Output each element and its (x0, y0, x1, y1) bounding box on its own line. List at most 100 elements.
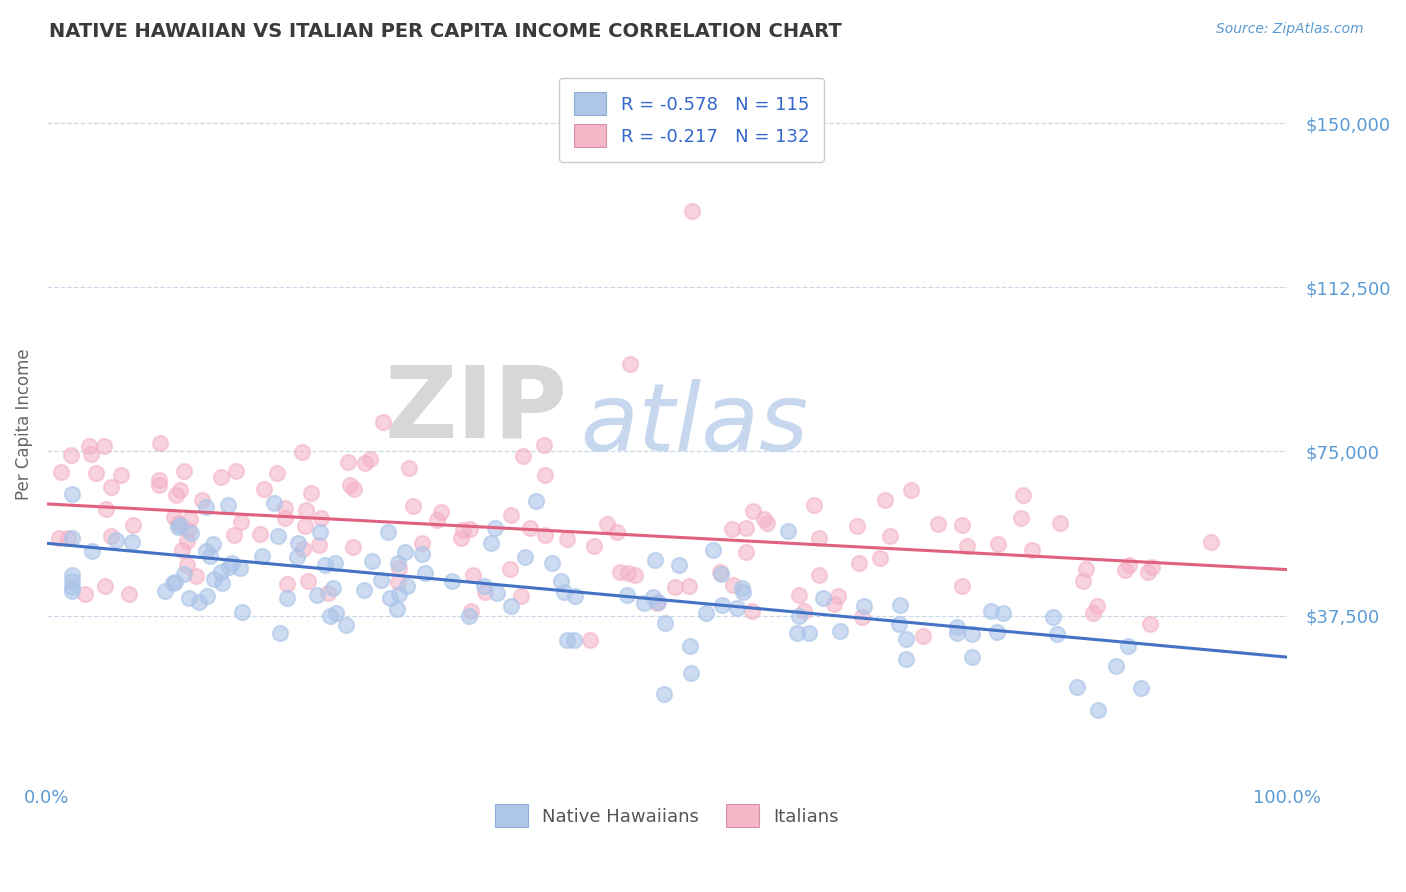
Point (60, 531, 83, 545)
Point (807, 568, 830, 582)
Point (702, 542, 724, 557)
Point (960, 650, 983, 665)
Point (633, 596, 655, 610)
Point (609, 565, 631, 579)
Point (173, 567, 195, 582)
Point (654, 615, 676, 630)
Point (647, 594, 669, 608)
Point (100, 529, 122, 543)
Point (395, 579, 418, 593)
Point (285, 549, 308, 564)
Point (845, 518, 868, 533)
Point (555, 633, 578, 648)
Point (322, 581, 344, 595)
Point (287, 535, 309, 549)
Point (848, 557, 870, 571)
Point (179, 512, 201, 526)
Point (177, 523, 200, 537)
Point (579, 633, 602, 648)
Point (1105, 658, 1128, 673)
Point (195, 589, 218, 603)
Point (48, 532, 70, 546)
Point (60, 567, 83, 582)
Point (169, 517, 191, 532)
Point (879, 529, 901, 543)
Point (1049, 516, 1071, 530)
Point (73, 587, 96, 601)
Point (179, 591, 201, 605)
Point (828, 624, 851, 638)
Point (596, 517, 619, 532)
Point (430, 505, 453, 519)
Point (60, 449, 83, 463)
Point (337, 455, 360, 469)
Point (225, 464, 247, 478)
Point (950, 578, 973, 592)
Point (170, 543, 193, 558)
Point (394, 545, 416, 559)
Point (519, 521, 541, 535)
Point (104, 533, 127, 547)
Y-axis label: Per Capita Income: Per Capita Income (15, 348, 32, 500)
Point (413, 566, 436, 581)
Point (60, 580, 83, 594)
Point (980, 604, 1002, 618)
Point (643, 590, 665, 604)
Text: Source: ZipAtlas.com: Source: ZipAtlas.com (1216, 22, 1364, 37)
Point (797, 626, 820, 640)
Point (426, 512, 449, 526)
Point (823, 597, 845, 611)
Point (460, 522, 482, 536)
Point (93, 439, 115, 453)
Point (912, 629, 935, 643)
Point (218, 560, 240, 574)
Point (1081, 606, 1104, 620)
Point (58, 531, 80, 545)
Point (472, 579, 495, 593)
Point (51, 465, 73, 479)
Text: ZIP: ZIP (385, 361, 568, 458)
Point (60, 584, 83, 599)
Point (318, 586, 340, 600)
Point (110, 468, 132, 483)
Point (249, 526, 271, 541)
Point (562, 633, 585, 648)
Point (540, 556, 562, 570)
Point (305, 588, 328, 602)
Point (155, 583, 177, 598)
Point (1071, 574, 1094, 588)
Point (486, 585, 509, 599)
Point (1087, 703, 1109, 717)
Point (553, 584, 575, 599)
Point (786, 626, 808, 640)
Point (778, 524, 800, 538)
Point (314, 558, 336, 573)
Point (209, 470, 232, 484)
Point (342, 540, 364, 554)
Point (894, 651, 917, 665)
Point (291, 444, 314, 458)
Point (827, 589, 849, 603)
Point (82, 543, 104, 558)
Point (1042, 610, 1064, 624)
Point (484, 521, 506, 535)
Point (1142, 559, 1164, 574)
Point (398, 460, 420, 475)
Point (991, 606, 1014, 620)
Point (731, 581, 754, 595)
Point (100, 480, 122, 494)
Point (370, 573, 392, 587)
Point (190, 492, 212, 507)
Point (273, 511, 295, 525)
Point (616, 566, 638, 581)
Point (388, 587, 411, 601)
Point (679, 640, 702, 654)
Point (512, 449, 534, 463)
Point (1021, 543, 1043, 558)
Point (121, 534, 143, 549)
Point (853, 599, 876, 613)
Point (148, 473, 170, 487)
Point (510, 589, 533, 603)
Point (956, 539, 979, 553)
Point (176, 558, 198, 572)
